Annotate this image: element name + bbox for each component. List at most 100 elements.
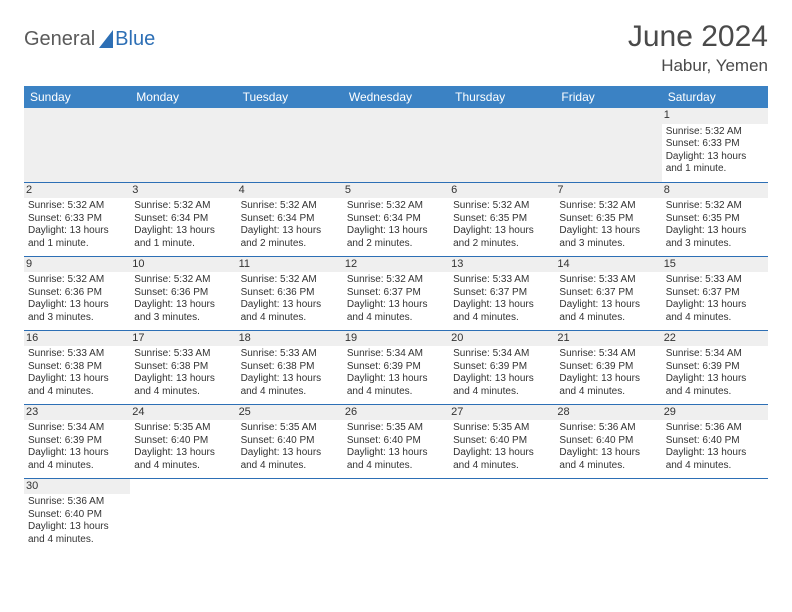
- calendar-week: 16Sunrise: 5:33 AMSunset: 6:38 PMDayligh…: [24, 330, 768, 404]
- daylight1-text: Daylight: 13 hours: [559, 225, 657, 238]
- daylight2-text: and 2 minutes.: [453, 238, 551, 251]
- sunrise-text: Sunrise: 5:32 AM: [347, 274, 445, 287]
- day-header: Thursday: [449, 86, 555, 108]
- cell-content: Sunrise: 5:32 AMSunset: 6:37 PMDaylight:…: [347, 274, 445, 324]
- sunrise-text: Sunrise: 5:33 AM: [666, 274, 764, 287]
- sunrise-text: Sunrise: 5:34 AM: [28, 422, 126, 435]
- daylight2-text: and 4 minutes.: [559, 386, 657, 399]
- daylight2-text: and 4 minutes.: [28, 534, 126, 547]
- daylight1-text: Daylight: 13 hours: [666, 299, 764, 312]
- sunset-text: Sunset: 6:39 PM: [28, 435, 126, 448]
- calendar-cell: 17Sunrise: 5:33 AMSunset: 6:38 PMDayligh…: [130, 330, 236, 404]
- cell-content: Sunrise: 5:34 AMSunset: 6:39 PMDaylight:…: [559, 348, 657, 398]
- day-header: Wednesday: [343, 86, 449, 108]
- cell-content: Sunrise: 5:33 AMSunset: 6:38 PMDaylight:…: [134, 348, 232, 398]
- daylight2-text: and 3 minutes.: [559, 238, 657, 251]
- calendar-cell: [662, 478, 768, 552]
- sunrise-text: Sunrise: 5:34 AM: [666, 348, 764, 361]
- sunset-text: Sunset: 6:40 PM: [241, 435, 339, 448]
- cell-content: Sunrise: 5:35 AMSunset: 6:40 PMDaylight:…: [347, 422, 445, 472]
- sunset-text: Sunset: 6:38 PM: [241, 361, 339, 374]
- sunset-text: Sunset: 6:39 PM: [666, 361, 764, 374]
- calendar-cell: [24, 108, 130, 182]
- sunrise-text: Sunrise: 5:35 AM: [241, 422, 339, 435]
- sunset-text: Sunset: 6:38 PM: [134, 361, 232, 374]
- cell-content: Sunrise: 5:34 AMSunset: 6:39 PMDaylight:…: [347, 348, 445, 398]
- cell-content: Sunrise: 5:32 AMSunset: 6:35 PMDaylight:…: [666, 200, 764, 250]
- sunrise-text: Sunrise: 5:32 AM: [28, 274, 126, 287]
- header: General Blue June 2024 Habur, Yemen: [24, 20, 768, 76]
- sunrise-text: Sunrise: 5:32 AM: [28, 200, 126, 213]
- calendar-cell: [555, 478, 661, 552]
- daylight2-text: and 4 minutes.: [134, 460, 232, 473]
- day-number: 22: [662, 331, 768, 347]
- calendar-cell: 22Sunrise: 5:34 AMSunset: 6:39 PMDayligh…: [662, 330, 768, 404]
- daylight2-text: and 4 minutes.: [666, 312, 764, 325]
- daylight1-text: Daylight: 13 hours: [347, 373, 445, 386]
- calendar-cell: 6Sunrise: 5:32 AMSunset: 6:35 PMDaylight…: [449, 182, 555, 256]
- calendar-cell: 15Sunrise: 5:33 AMSunset: 6:37 PMDayligh…: [662, 256, 768, 330]
- daylight2-text: and 4 minutes.: [134, 386, 232, 399]
- daylight1-text: Daylight: 13 hours: [666, 225, 764, 238]
- sunset-text: Sunset: 6:39 PM: [559, 361, 657, 374]
- cell-content: Sunrise: 5:32 AMSunset: 6:34 PMDaylight:…: [241, 200, 339, 250]
- sunset-text: Sunset: 6:34 PM: [241, 213, 339, 226]
- cell-content: Sunrise: 5:32 AMSunset: 6:34 PMDaylight:…: [347, 200, 445, 250]
- cell-content: Sunrise: 5:32 AMSunset: 6:35 PMDaylight:…: [559, 200, 657, 250]
- daylight1-text: Daylight: 13 hours: [666, 151, 764, 164]
- calendar-table: SundayMondayTuesdayWednesdayThursdayFrid…: [24, 86, 768, 552]
- cell-content: Sunrise: 5:33 AMSunset: 6:38 PMDaylight:…: [28, 348, 126, 398]
- calendar-cell: 16Sunrise: 5:33 AMSunset: 6:38 PMDayligh…: [24, 330, 130, 404]
- daylight1-text: Daylight: 13 hours: [347, 299, 445, 312]
- day-number: 28: [555, 405, 661, 421]
- daylight2-text: and 4 minutes.: [347, 312, 445, 325]
- sunrise-text: Sunrise: 5:34 AM: [453, 348, 551, 361]
- calendar-week: 2Sunrise: 5:32 AMSunset: 6:33 PMDaylight…: [24, 182, 768, 256]
- cell-content: Sunrise: 5:36 AMSunset: 6:40 PMDaylight:…: [666, 422, 764, 472]
- sunset-text: Sunset: 6:39 PM: [347, 361, 445, 374]
- day-number: 2: [24, 183, 130, 199]
- location: Habur, Yemen: [628, 56, 768, 76]
- daylight2-text: and 2 minutes.: [241, 238, 339, 251]
- cell-content: Sunrise: 5:35 AMSunset: 6:40 PMDaylight:…: [453, 422, 551, 472]
- month-title: June 2024: [628, 20, 768, 54]
- daylight2-text: and 4 minutes.: [347, 386, 445, 399]
- day-header: Sunday: [24, 86, 130, 108]
- cell-content: Sunrise: 5:33 AMSunset: 6:37 PMDaylight:…: [666, 274, 764, 324]
- calendar-cell: [130, 478, 236, 552]
- calendar-header-row: SundayMondayTuesdayWednesdayThursdayFrid…: [24, 86, 768, 108]
- sunrise-text: Sunrise: 5:34 AM: [347, 348, 445, 361]
- calendar-cell: [343, 108, 449, 182]
- cell-content: Sunrise: 5:32 AMSunset: 6:34 PMDaylight:…: [134, 200, 232, 250]
- sunrise-text: Sunrise: 5:32 AM: [347, 200, 445, 213]
- sunset-text: Sunset: 6:35 PM: [559, 213, 657, 226]
- cell-content: Sunrise: 5:35 AMSunset: 6:40 PMDaylight:…: [241, 422, 339, 472]
- logo-sail-icon: [99, 30, 113, 48]
- calendar-cell: 21Sunrise: 5:34 AMSunset: 6:39 PMDayligh…: [555, 330, 661, 404]
- daylight2-text: and 4 minutes.: [666, 460, 764, 473]
- calendar-cell: 1Sunrise: 5:32 AMSunset: 6:33 PMDaylight…: [662, 108, 768, 182]
- daylight1-text: Daylight: 13 hours: [28, 225, 126, 238]
- cell-content: Sunrise: 5:34 AMSunset: 6:39 PMDaylight:…: [28, 422, 126, 472]
- sunrise-text: Sunrise: 5:35 AM: [347, 422, 445, 435]
- sunrise-text: Sunrise: 5:33 AM: [134, 348, 232, 361]
- sunset-text: Sunset: 6:34 PM: [134, 213, 232, 226]
- calendar-week: 23Sunrise: 5:34 AMSunset: 6:39 PMDayligh…: [24, 404, 768, 478]
- sunset-text: Sunset: 6:37 PM: [453, 287, 551, 300]
- cell-content: Sunrise: 5:32 AMSunset: 6:36 PMDaylight:…: [134, 274, 232, 324]
- sunset-text: Sunset: 6:40 PM: [347, 435, 445, 448]
- daylight1-text: Daylight: 13 hours: [453, 299, 551, 312]
- day-number: 9: [24, 257, 130, 273]
- calendar-cell: 26Sunrise: 5:35 AMSunset: 6:40 PMDayligh…: [343, 404, 449, 478]
- daylight2-text: and 4 minutes.: [241, 460, 339, 473]
- cell-content: Sunrise: 5:33 AMSunset: 6:38 PMDaylight:…: [241, 348, 339, 398]
- daylight1-text: Daylight: 13 hours: [347, 447, 445, 460]
- calendar-cell: 11Sunrise: 5:32 AMSunset: 6:36 PMDayligh…: [237, 256, 343, 330]
- calendar-cell: 29Sunrise: 5:36 AMSunset: 6:40 PMDayligh…: [662, 404, 768, 478]
- daylight1-text: Daylight: 13 hours: [28, 521, 126, 534]
- sunset-text: Sunset: 6:37 PM: [666, 287, 764, 300]
- logo-text-general: General: [24, 28, 95, 51]
- sunrise-text: Sunrise: 5:32 AM: [559, 200, 657, 213]
- calendar-cell: 18Sunrise: 5:33 AMSunset: 6:38 PMDayligh…: [237, 330, 343, 404]
- cell-content: Sunrise: 5:32 AMSunset: 6:36 PMDaylight:…: [28, 274, 126, 324]
